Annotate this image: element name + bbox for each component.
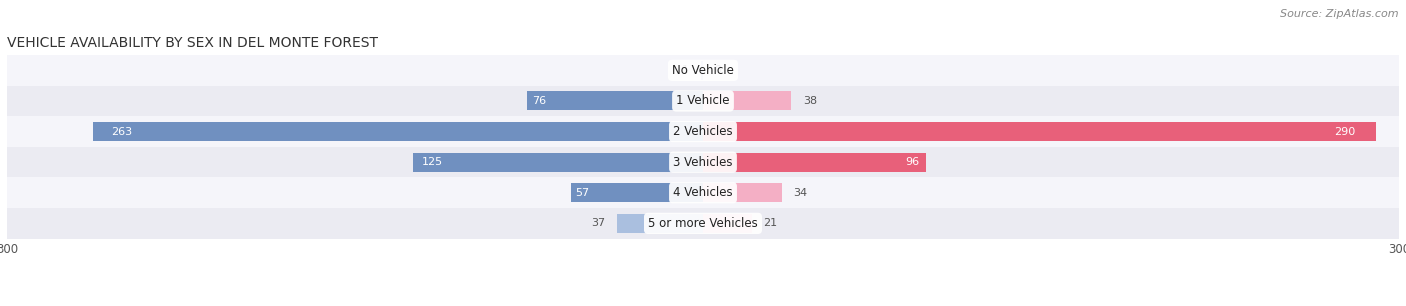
Text: 34: 34: [793, 188, 807, 198]
Bar: [703, 183, 782, 202]
Bar: [617, 214, 703, 233]
Bar: [7, 177, 1399, 208]
Bar: [571, 183, 703, 202]
Text: 96: 96: [905, 157, 920, 167]
Text: 1: 1: [682, 65, 689, 75]
Bar: [703, 122, 1376, 141]
Text: No Vehicle: No Vehicle: [672, 64, 734, 77]
Text: 263: 263: [111, 127, 132, 136]
Text: 125: 125: [422, 157, 443, 167]
Bar: [703, 214, 752, 233]
Bar: [703, 153, 925, 172]
Text: 2 Vehicles: 2 Vehicles: [673, 125, 733, 138]
Text: 38: 38: [803, 96, 817, 106]
Bar: [7, 147, 1399, 177]
Text: VEHICLE AVAILABILITY BY SEX IN DEL MONTE FOREST: VEHICLE AVAILABILITY BY SEX IN DEL MONTE…: [7, 36, 378, 50]
Bar: [7, 55, 1399, 86]
Text: Source: ZipAtlas.com: Source: ZipAtlas.com: [1281, 9, 1399, 19]
Text: 37: 37: [592, 218, 606, 228]
Bar: [413, 153, 703, 172]
Bar: [700, 61, 703, 80]
Bar: [703, 91, 792, 110]
Bar: [7, 208, 1399, 239]
Bar: [7, 86, 1399, 116]
Text: 76: 76: [531, 96, 546, 106]
Bar: [527, 91, 703, 110]
Text: 3 Vehicles: 3 Vehicles: [673, 156, 733, 169]
Text: 0: 0: [714, 65, 721, 75]
Text: 1 Vehicle: 1 Vehicle: [676, 95, 730, 107]
Text: 290: 290: [1334, 127, 1355, 136]
Bar: [93, 122, 703, 141]
Text: 4 Vehicles: 4 Vehicles: [673, 186, 733, 199]
Bar: [7, 116, 1399, 147]
Text: 57: 57: [575, 188, 589, 198]
Text: 5 or more Vehicles: 5 or more Vehicles: [648, 217, 758, 230]
Text: 21: 21: [763, 218, 778, 228]
